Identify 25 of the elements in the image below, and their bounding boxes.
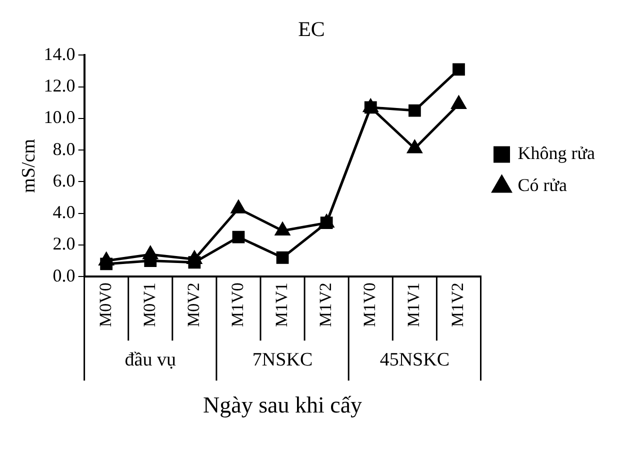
x-tick-label: M1V0 <box>360 282 380 328</box>
y-tick-label: 4.0 <box>52 202 76 222</box>
x-tick-label: M1V2 <box>316 282 336 328</box>
x-tick-label: M1V1 <box>404 282 424 328</box>
x-tick-label: M1V0 <box>228 282 247 328</box>
x-tick-label: M0V0 <box>96 282 115 328</box>
y-axis-title: mS/cm <box>18 138 40 193</box>
x-axis-title: Ngày sau khi cấy <box>203 392 363 418</box>
y-tick-label: 2.0 <box>52 234 76 254</box>
text: 7NSKC <box>252 350 313 371</box>
legend-label: Không rửa <box>518 143 596 164</box>
y-tick-label: 12.0 <box>44 76 76 96</box>
x-tick-label: M1V2 <box>448 282 468 328</box>
legend-label: Có rửa <box>518 175 568 196</box>
text: 45NSKC <box>380 350 450 371</box>
y-tick-label: 6.0 <box>52 170 76 190</box>
x-tick-label: M0V1 <box>140 282 159 328</box>
chart-title: EC <box>298 17 325 42</box>
x-tick-label: M0V2 <box>184 282 203 328</box>
text: đầu vụ <box>124 350 176 371</box>
x-tick-label: M1V1 <box>272 282 291 328</box>
y-tick-label: 14.0 <box>44 44 76 64</box>
y-tick-label: 0.0 <box>52 265 76 286</box>
y-tick-label: 10.0 <box>44 107 76 128</box>
y-tick-label: 8.0 <box>52 138 76 159</box>
